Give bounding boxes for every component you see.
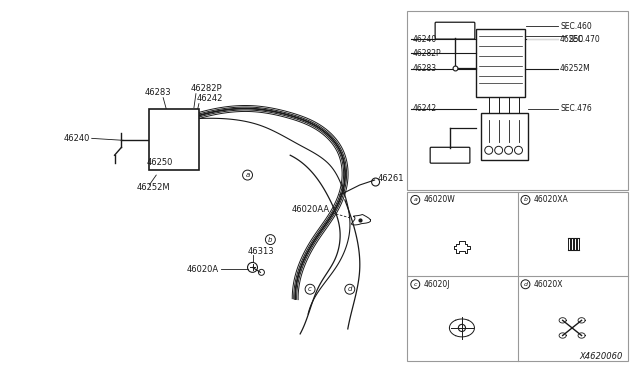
Bar <box>407 11 628 190</box>
Circle shape <box>243 170 253 180</box>
Circle shape <box>266 235 275 244</box>
Bar <box>476 29 525 97</box>
Text: c: c <box>413 282 417 287</box>
Text: 46283: 46283 <box>145 88 172 97</box>
Text: 46020XA: 46020XA <box>533 195 568 204</box>
FancyBboxPatch shape <box>435 22 475 39</box>
Text: 46252M: 46252M <box>559 64 590 73</box>
Text: SEC.476: SEC.476 <box>560 104 592 113</box>
Text: 46242: 46242 <box>197 94 223 103</box>
Circle shape <box>411 280 420 289</box>
Bar <box>407 192 628 361</box>
Circle shape <box>305 284 315 294</box>
Text: 46020A: 46020A <box>187 265 219 274</box>
Text: SEC.470: SEC.470 <box>568 35 600 44</box>
Text: 46020X: 46020X <box>533 280 563 289</box>
Text: 46240: 46240 <box>412 35 436 44</box>
Text: 46250: 46250 <box>559 35 584 44</box>
FancyBboxPatch shape <box>430 147 470 163</box>
Text: a: a <box>245 172 250 178</box>
Text: b: b <box>268 237 273 243</box>
Text: SEC.460: SEC.460 <box>560 22 592 31</box>
Circle shape <box>521 280 530 289</box>
Text: c: c <box>308 286 312 292</box>
Bar <box>481 113 529 160</box>
Text: 46313: 46313 <box>248 247 274 256</box>
Text: 46242: 46242 <box>412 104 436 113</box>
Text: 46282P: 46282P <box>191 84 223 93</box>
Text: a: a <box>413 198 417 202</box>
Text: b: b <box>524 198 527 202</box>
Text: d: d <box>348 286 352 292</box>
Text: 46283: 46283 <box>412 64 436 73</box>
Circle shape <box>521 195 530 204</box>
Text: 46020W: 46020W <box>423 195 455 204</box>
Text: 46250: 46250 <box>147 158 173 167</box>
Bar <box>149 109 199 170</box>
Text: 46240: 46240 <box>63 134 90 143</box>
Text: 46282P: 46282P <box>412 48 441 58</box>
Text: d: d <box>524 282 527 287</box>
Text: X4620060: X4620060 <box>579 352 623 361</box>
Text: 46020J: 46020J <box>423 280 450 289</box>
Circle shape <box>345 284 355 294</box>
Circle shape <box>411 195 420 204</box>
Text: 46252M: 46252M <box>136 183 170 192</box>
Text: 46020AA: 46020AA <box>292 205 330 214</box>
Text: 46261: 46261 <box>378 174 404 183</box>
